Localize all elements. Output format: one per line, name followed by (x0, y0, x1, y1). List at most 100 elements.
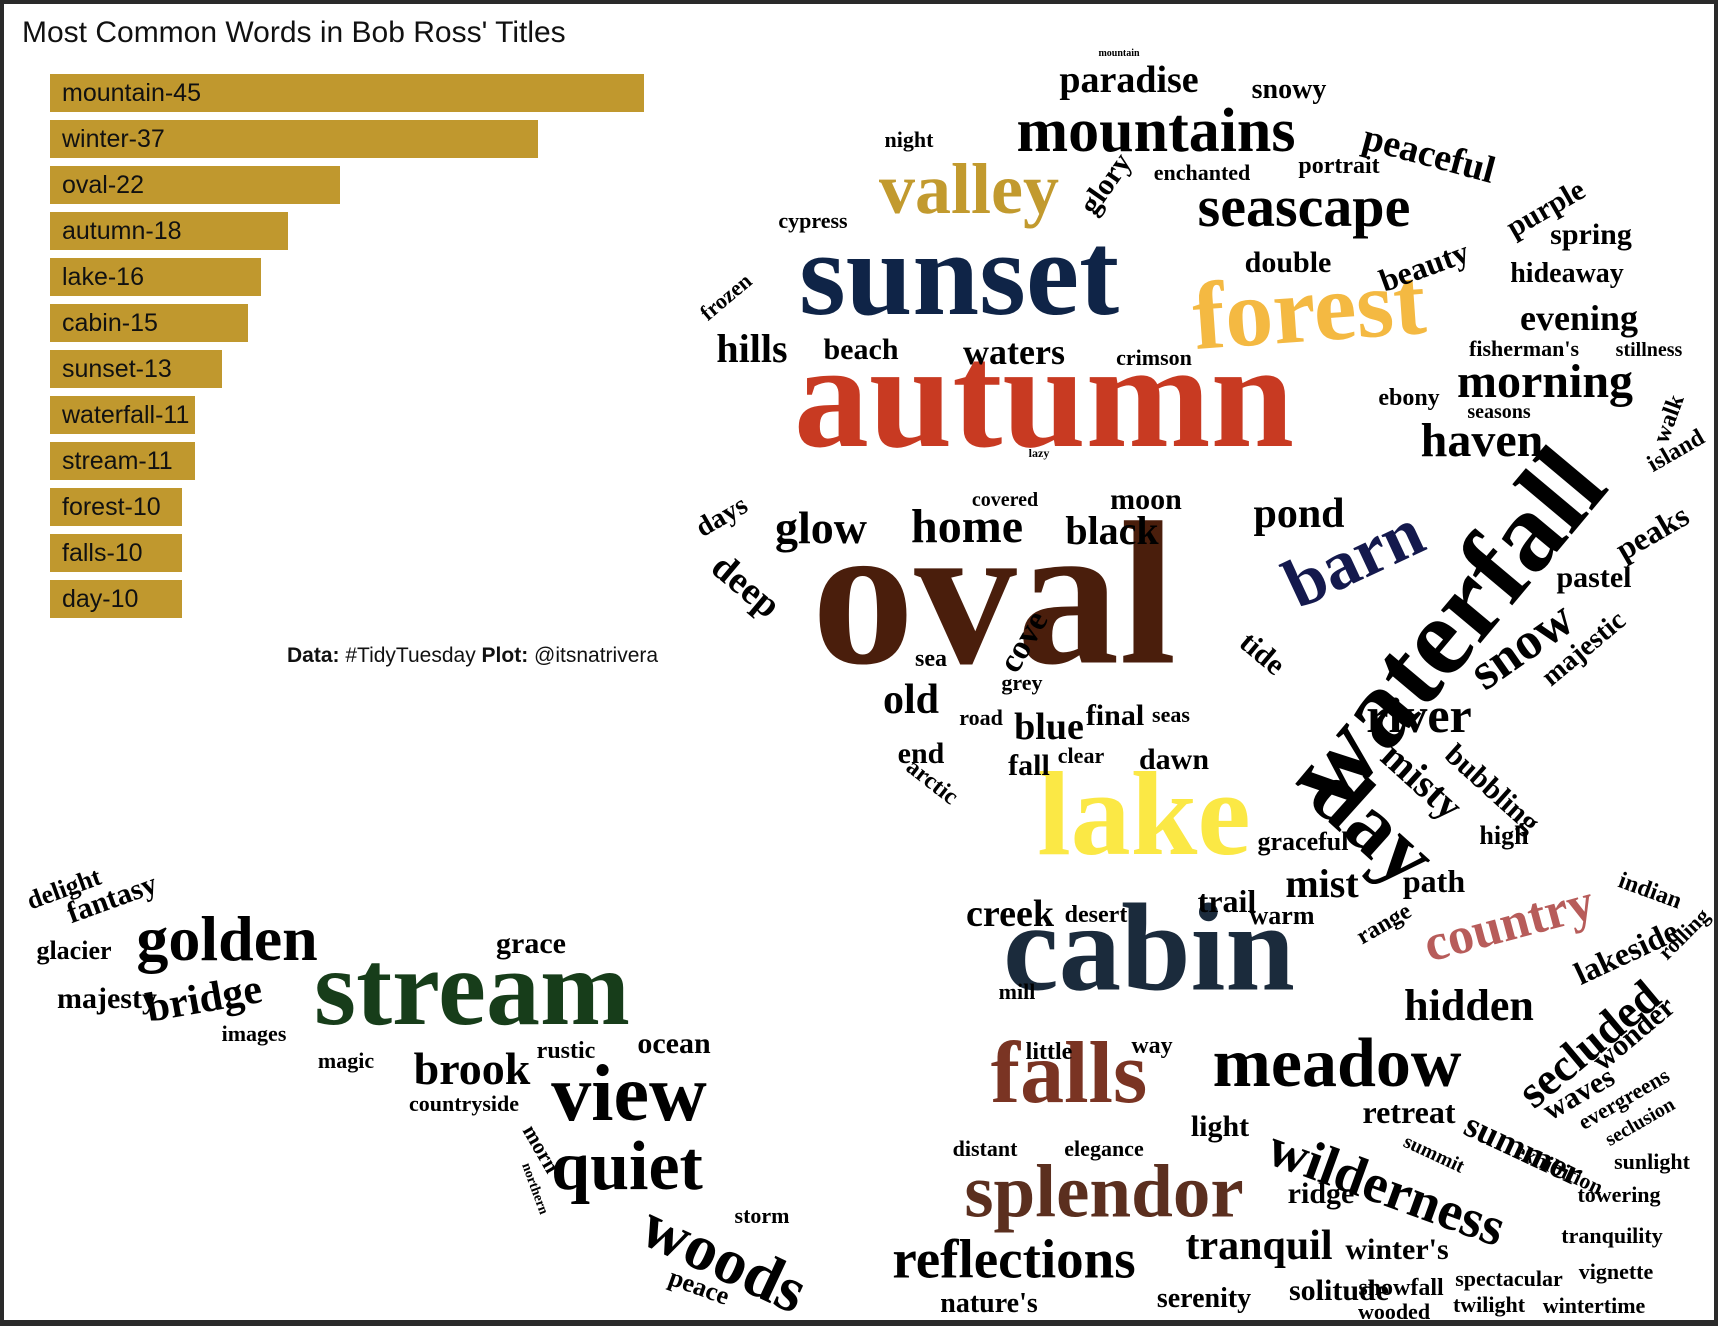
word-falls: falls (990, 1025, 1148, 1122)
bar-sunset (50, 350, 222, 388)
word-double: double (1244, 246, 1332, 279)
word-tranquility: tranquility (1561, 1223, 1663, 1248)
word-sea: sea (915, 646, 947, 672)
word-quiet: quiet (551, 1128, 703, 1205)
word-clear: clear (1057, 743, 1105, 768)
word-brook: brook (413, 1043, 531, 1094)
word-grace: grace (496, 927, 566, 960)
word-seascape: seascape (1197, 174, 1411, 239)
bar-label-autumn: autumn-18 (62, 217, 182, 245)
word-lake: lake (1037, 747, 1251, 880)
word-black: black (1065, 508, 1159, 553)
word-winters: winter's (1345, 1233, 1449, 1266)
word-images: images (221, 1021, 287, 1046)
word-cabin: cabin (1003, 879, 1295, 1018)
word-serenity: serenity (1156, 1283, 1252, 1314)
word-river: river (1366, 687, 1472, 743)
word-seas: seas (1152, 702, 1190, 727)
word-rustic: rustic (536, 1038, 596, 1064)
bar-label-oval: oval-22 (62, 171, 144, 199)
caption-data-value: #TidyTuesday (345, 644, 476, 667)
word-old: old (882, 677, 940, 723)
word-sunset: sunset (798, 207, 1120, 340)
word-creek: creek (966, 893, 1054, 935)
word-autumn: autumn (793, 313, 1295, 479)
word-home: home (911, 500, 1023, 553)
word-enchanted: enchanted (1153, 160, 1251, 185)
word-mill: mill (998, 979, 1036, 1004)
word-mountains: mountains (1016, 97, 1296, 165)
word-warm: warm (1249, 901, 1315, 930)
word-countryside: countryside (409, 1091, 519, 1116)
word-portrait: portrait (1298, 153, 1380, 179)
word-desert: desert (1064, 902, 1128, 928)
word-fall: fall (1008, 749, 1050, 782)
word-light: light (1190, 1110, 1250, 1143)
bar-mountain (50, 74, 644, 112)
word-glow: glow (775, 502, 867, 553)
word-grey: grey (1001, 670, 1043, 695)
word-paradise: paradise (1059, 59, 1199, 101)
word-blue: blue (1014, 706, 1084, 748)
bar-label-forest: forest-10 (62, 493, 161, 521)
word-waters: waters (963, 332, 1065, 372)
word-high: high (1479, 821, 1529, 850)
bar-label-day: day-10 (62, 585, 139, 613)
word-morning: morning (1456, 355, 1634, 408)
word-ridge: ridge (1287, 1177, 1355, 1210)
caption: Data: #TidyTuesday Plot: @itsnatrivera (287, 644, 658, 668)
word-seasons: seasons (1467, 401, 1531, 423)
word-tide: tide (1233, 625, 1292, 682)
bar-winter (50, 120, 539, 158)
bar-cabin (50, 304, 248, 342)
bar-chart: mountain-45 winter-37 oval-22 autumn-18 lake… (4, 4, 804, 644)
bar-label-mountain: mountain-45 (62, 79, 201, 107)
word-storm: storm (734, 1203, 790, 1228)
word-hideaway: hideaway (1510, 258, 1624, 289)
word-moon: moon (1110, 483, 1182, 516)
bar-waterfall (50, 396, 196, 434)
word-cypress: cypress (778, 208, 848, 233)
chart-panel: autumn oval sunset forest valley lake cabin fal… (4, 4, 1714, 1320)
word-dawn: dawn (1138, 743, 1210, 776)
word-end: end (897, 737, 945, 770)
bar-label-cabin: cabin-15 (62, 309, 158, 337)
word-sunlight: sunlight (1614, 1149, 1690, 1174)
word-twilight: twilight (1452, 1292, 1526, 1317)
word-valley: valley (879, 149, 1059, 229)
bar-label-sunset: sunset-13 (62, 355, 172, 383)
word-hidden: hidden (1404, 981, 1534, 1030)
bar-label-lake: lake-16 (62, 263, 144, 291)
bar-falls (50, 534, 182, 572)
bar-day (50, 580, 182, 618)
bar-label-waterfall: waterfall-11 (62, 401, 190, 429)
bar-stream (50, 442, 196, 480)
word-way: way (1131, 1033, 1173, 1059)
word-meadow: meadow (1212, 1025, 1462, 1102)
word-golden: golden (136, 903, 318, 974)
word-haven: haven (1420, 414, 1544, 467)
word-range: range (1352, 898, 1416, 950)
word-snowy: snowy (1251, 74, 1327, 105)
word-snowfall: snowfall (1358, 1275, 1444, 1301)
bar-oval (50, 166, 341, 204)
word-vignette: vignette (1578, 1259, 1654, 1284)
word-distant: distant (952, 1136, 1018, 1161)
word-pastel: pastel (1556, 561, 1632, 594)
word-elegance: elegance (1064, 1136, 1144, 1161)
word-retreat: retreat (1362, 1094, 1456, 1130)
word-covered: covered (971, 489, 1039, 511)
word-splendor: splendor (964, 1150, 1244, 1234)
word-graceful: graceful (1257, 827, 1349, 856)
word-majesty: majesty (57, 982, 157, 1015)
chart-title: Most Common Words in Bob Ross' Titles (22, 16, 566, 49)
word-stillness: stillness (1615, 339, 1683, 361)
word-road: road (959, 705, 1003, 730)
word-tranquil: tranquil (1185, 1223, 1333, 1269)
word-little: little (1025, 1039, 1073, 1065)
word-final: final (1085, 699, 1145, 732)
word-view: view (551, 1050, 707, 1138)
word-stream: stream (314, 929, 630, 1048)
word-glacier: glacier (36, 936, 112, 965)
